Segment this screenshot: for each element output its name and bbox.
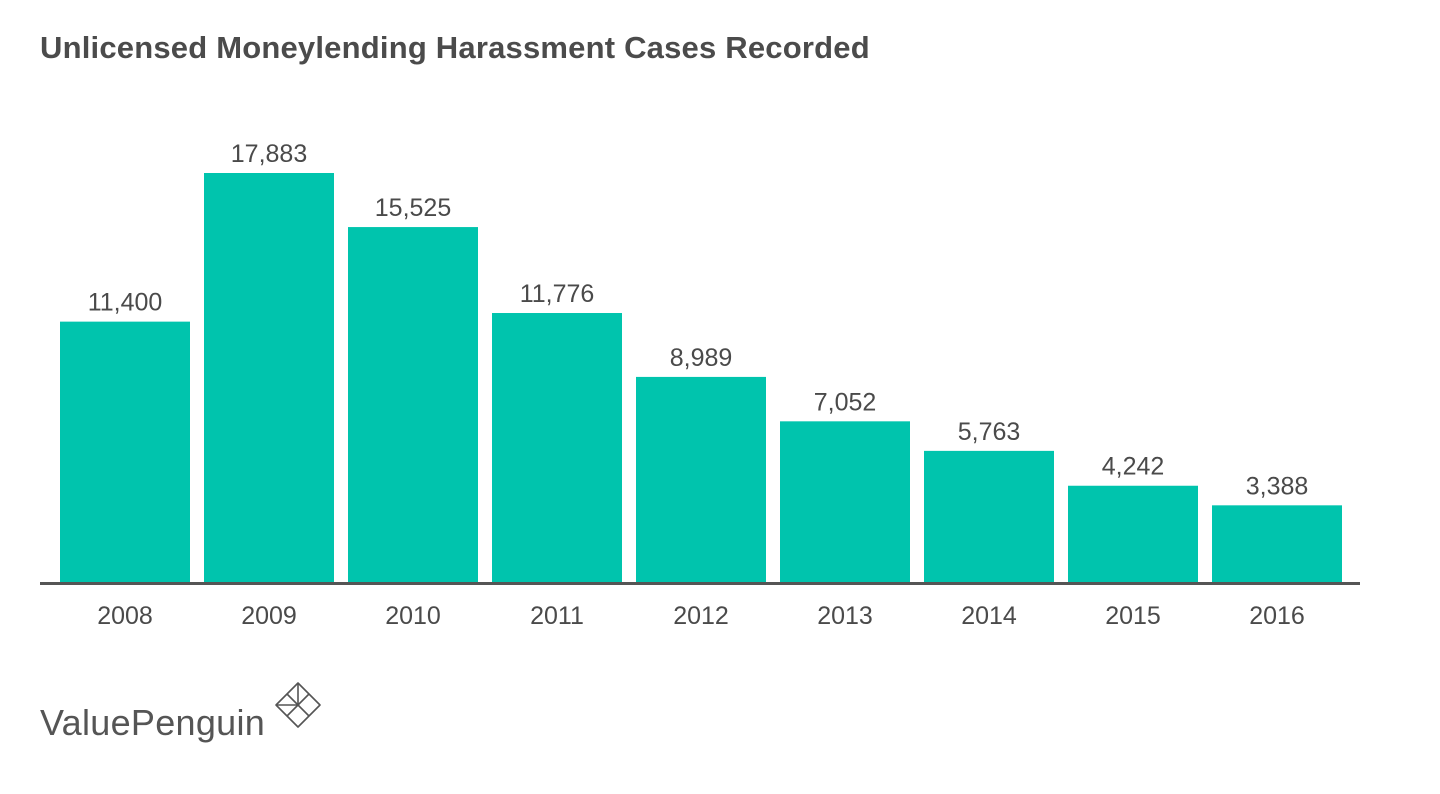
bar-2008: [60, 321, 190, 583]
x-tick-label-2010: 2010: [385, 602, 441, 630]
data-label-2015: 4,242: [1102, 453, 1165, 481]
brand-footer: ValuePenguin: [40, 682, 323, 745]
x-tick-label-2013: 2013: [817, 602, 873, 630]
bar-2011: [492, 313, 622, 583]
bar-2010: [348, 227, 478, 583]
x-tick-label-2008: 2008: [97, 602, 153, 630]
data-label-2011: 11,776: [520, 280, 595, 308]
data-label-2012: 8,989: [670, 344, 733, 372]
chart-title: Unlicensed Moneylending Harassment Cases…: [40, 30, 870, 65]
bar-2012: [636, 376, 766, 583]
x-tick-label-2015: 2015: [1105, 602, 1161, 630]
x-tick-label-2012: 2012: [673, 602, 729, 630]
bar-2015: [1068, 485, 1198, 583]
bar-2009: [204, 173, 334, 583]
brand-name: ValuePenguin: [40, 701, 266, 743]
data-label-2014: 5,763: [958, 418, 1021, 446]
bar-2013: [780, 421, 910, 583]
x-tick-label-2011: 2011: [530, 602, 584, 630]
bar-chart: 11,400 2008 17,883 2009 15,525 2010 11,776 2011…: [40, 140, 1360, 630]
bar-2014: [924, 450, 1054, 583]
data-label-2016: 3,388: [1246, 472, 1309, 500]
data-label-2008: 11,400: [88, 289, 163, 317]
data-label-2009: 17,883: [231, 140, 307, 168]
x-tick-label-2016: 2016: [1249, 602, 1305, 630]
data-label-2013: 7,052: [814, 388, 877, 416]
valuepenguin-logo-icon: [273, 680, 323, 745]
x-tick-label-2014: 2014: [961, 602, 1017, 630]
x-tick-label-2009: 2009: [241, 602, 297, 630]
bar-2016: [1212, 505, 1342, 583]
data-label-2010: 15,525: [375, 194, 451, 222]
